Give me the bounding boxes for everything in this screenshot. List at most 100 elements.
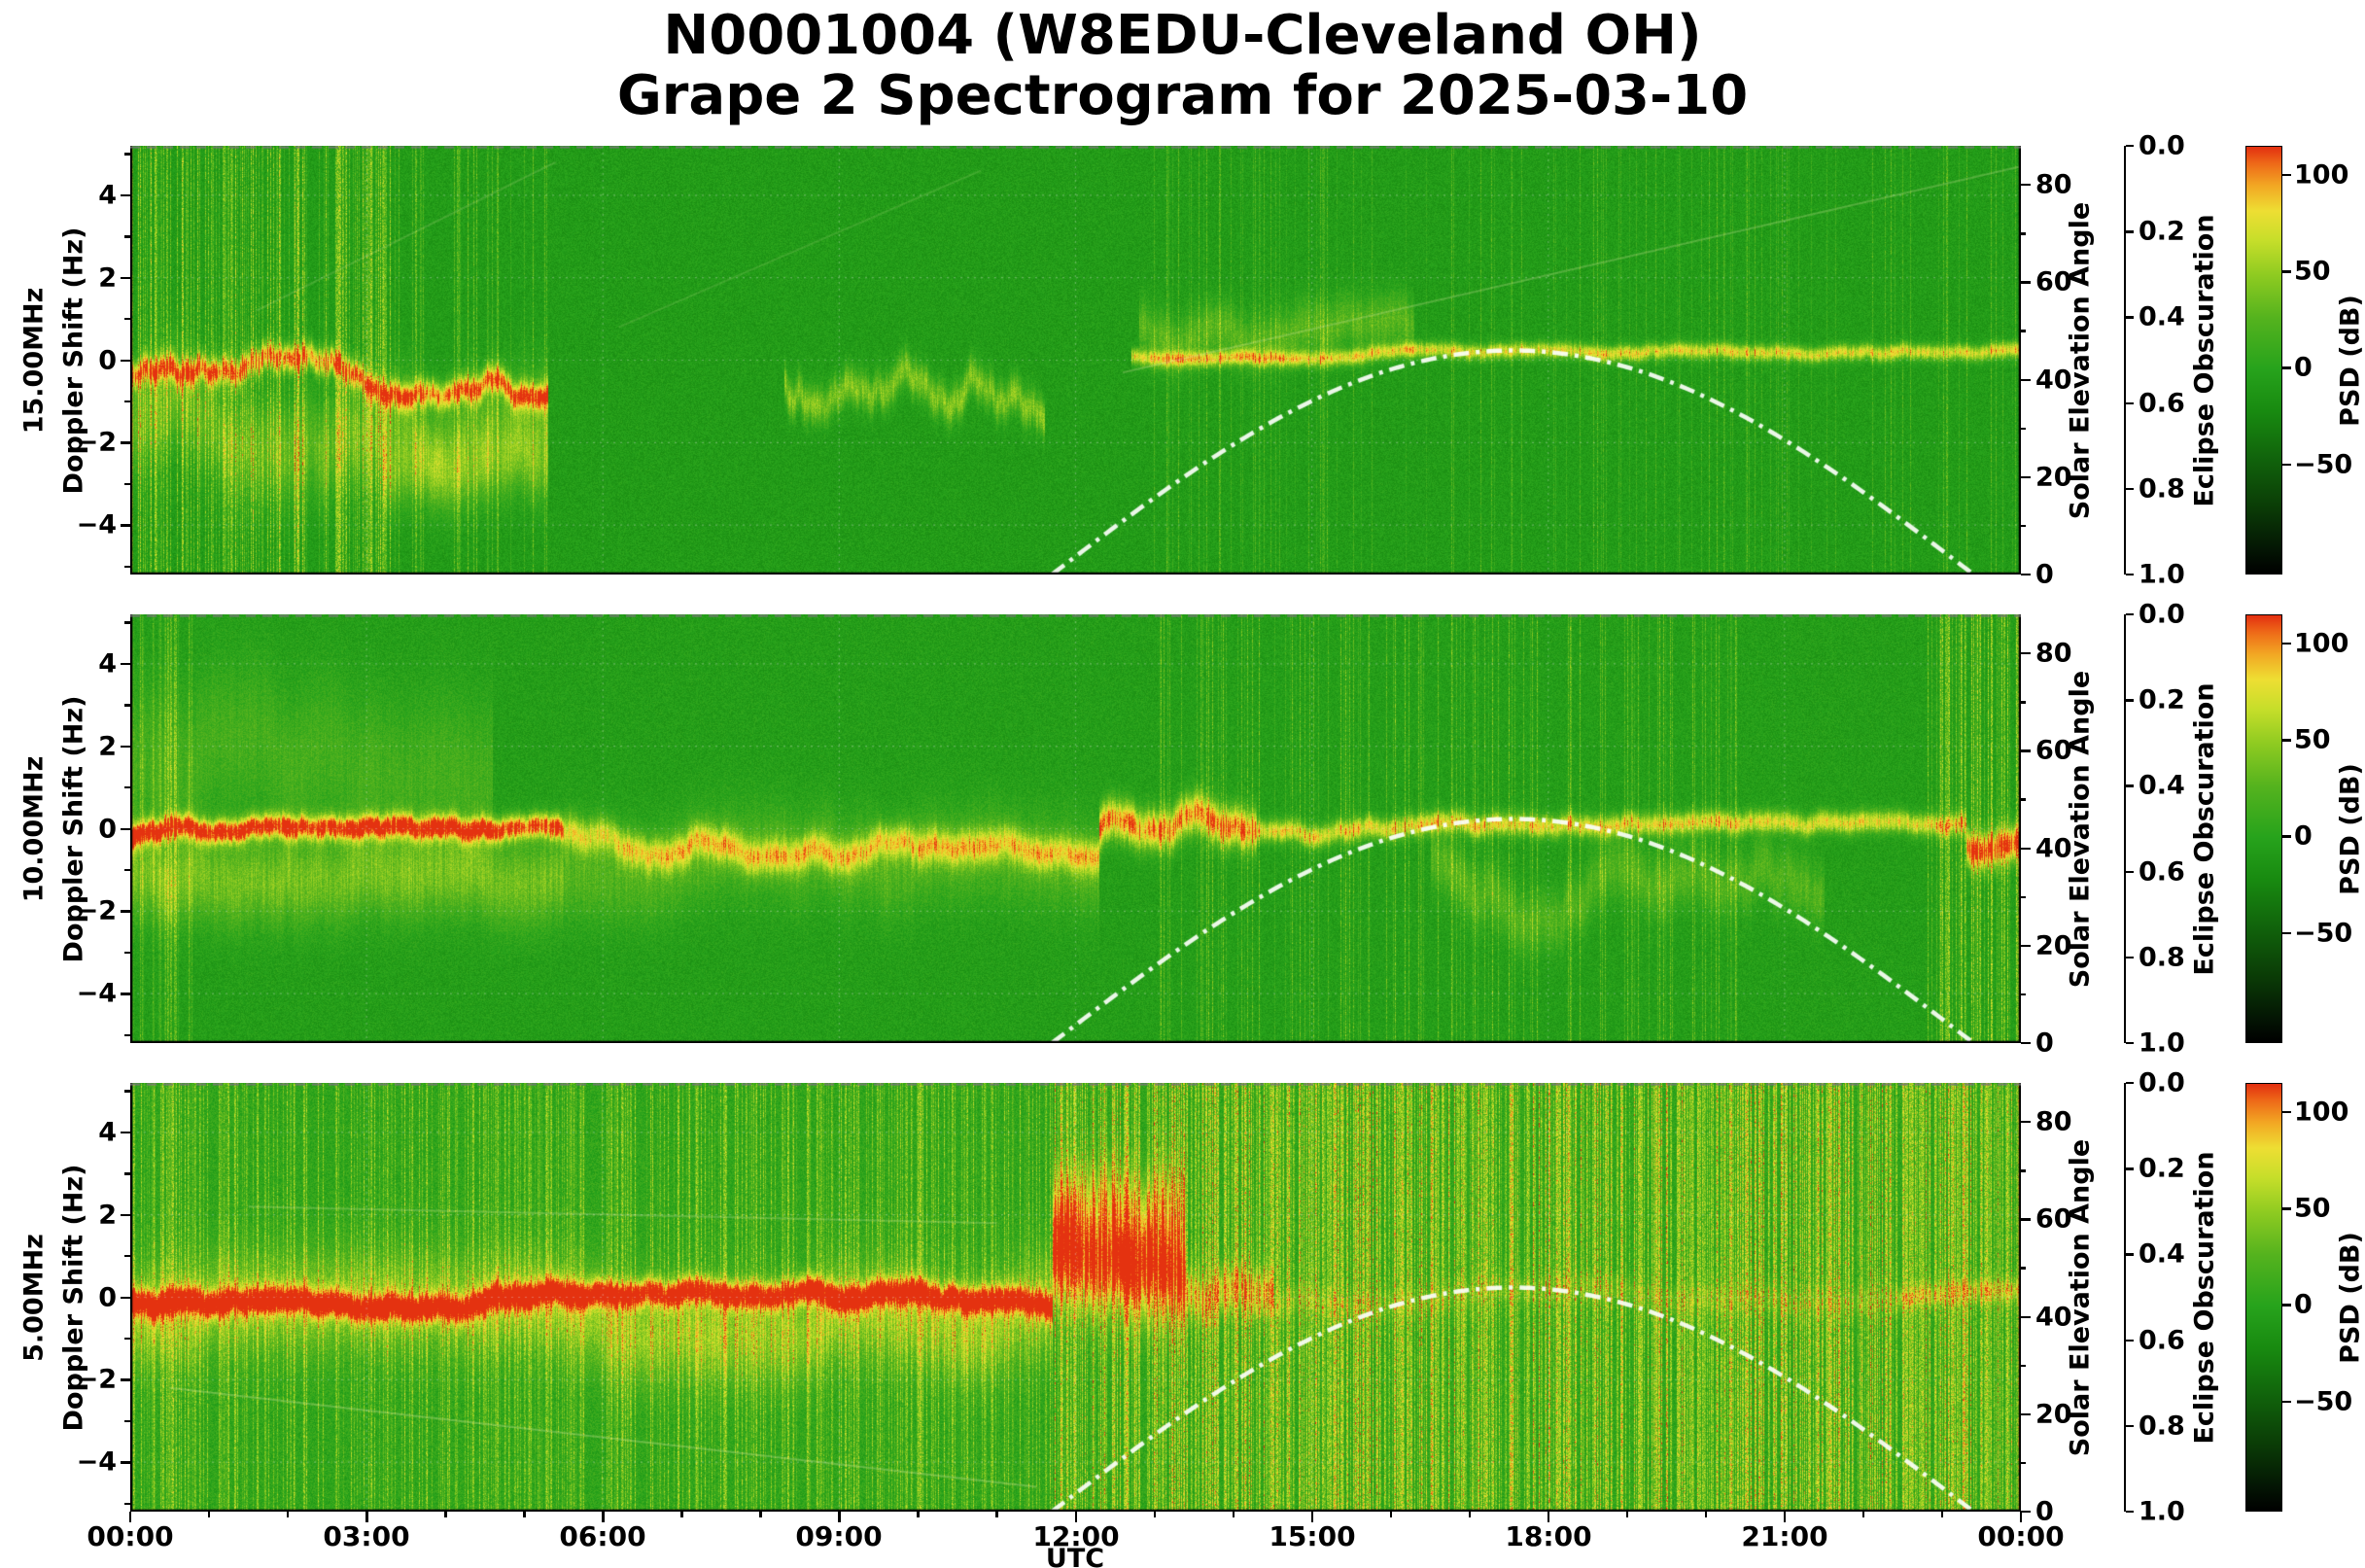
tick-mark [602, 1512, 605, 1522]
tick-mark [124, 786, 130, 789]
doppler-tick-label: −2 [76, 1364, 117, 1395]
tick-mark [129, 1512, 132, 1522]
tick-mark [444, 1512, 447, 1517]
solar-tick-label: 40 [2035, 1302, 2072, 1333]
eclipse-tick-label: 0.2 [2139, 684, 2185, 715]
tick-mark [2126, 487, 2134, 491]
tick-mark [1468, 1512, 1472, 1517]
tick-mark [124, 565, 130, 568]
psd-tick-label: 50 [2294, 724, 2331, 755]
psd-tick-label: 50 [2294, 1193, 2331, 1224]
tick-mark [121, 827, 130, 830]
tick-mark [124, 318, 130, 321]
solar-tick-label: 80 [2035, 638, 2072, 669]
tick-mark [1940, 1512, 1944, 1517]
tick-mark [124, 1255, 130, 1258]
psd-tick-label: 0 [2294, 1289, 2313, 1320]
tick-mark [2126, 1511, 2134, 1514]
eclipse-tick-label: 0.4 [2139, 770, 2185, 801]
tick-mark [1153, 1512, 1156, 1517]
doppler-tick-label: −2 [76, 427, 117, 458]
x-tick-label: 18:00 [1505, 1520, 1592, 1552]
tick-mark [2282, 642, 2291, 645]
tick-mark [2021, 1511, 2031, 1514]
doppler-tick-label: −4 [76, 509, 117, 540]
solar-tick-label: 0 [2035, 559, 2054, 590]
tick-mark [2282, 270, 2291, 273]
eclipse-tick-label: 0.8 [2139, 1411, 2185, 1442]
tick-mark [2126, 1253, 2134, 1256]
tick-mark [2021, 895, 2026, 899]
tick-mark [124, 235, 130, 238]
tick-mark [124, 621, 130, 624]
psd-tick-label: 0 [2294, 352, 2313, 383]
tick-mark [124, 482, 130, 486]
tick-mark [759, 1512, 762, 1517]
tick-mark [2126, 145, 2134, 148]
solar-axis-label: Solar Elevation Angle [2065, 1138, 2096, 1456]
doppler-tick-label: 4 [98, 1117, 117, 1148]
solar-tick-label: 60 [2035, 266, 2072, 297]
tick-mark [2126, 784, 2134, 787]
tick-mark [2021, 1218, 2031, 1221]
eclipse-tick-label: 0.6 [2139, 1325, 2185, 1356]
tick-mark [124, 868, 130, 872]
tick-mark [2020, 1512, 2023, 1522]
eclipse-tick-label: 0.6 [2139, 856, 2185, 888]
tick-mark [2021, 749, 2031, 752]
panel-5mhz: 5.00MHz Doppler Shift (Hz) 4 2 0 −2 −4 8… [0, 1070, 2365, 1525]
tick-mark [208, 1512, 211, 1517]
psd-tick-label: 100 [2294, 628, 2349, 659]
tick-mark [1074, 1512, 1077, 1522]
tick-mark [2021, 701, 2026, 704]
tick-mark [2021, 232, 2026, 235]
tick-mark [124, 704, 130, 707]
psd-axis-label: PSD (dB) [2335, 1231, 2365, 1364]
tick-mark [2021, 1169, 2026, 1172]
tick-mark [124, 1337, 130, 1341]
tick-mark [287, 1512, 290, 1517]
solar-tick-label: 40 [2035, 833, 2072, 864]
doppler-tick-label: 0 [98, 814, 117, 844]
doppler-tick-label: 2 [98, 1200, 117, 1231]
tick-mark [121, 1378, 130, 1381]
tick-mark [2021, 574, 2031, 576]
tick-mark [2021, 1364, 2026, 1368]
tick-mark [121, 441, 130, 444]
tick-mark [1547, 1512, 1550, 1522]
tick-mark [2021, 524, 2026, 528]
tick-mark [2282, 835, 2291, 838]
tick-mark [2021, 1461, 2026, 1465]
tick-mark [2126, 870, 2134, 873]
tick-mark [121, 276, 130, 280]
tick-mark [121, 1296, 130, 1299]
solar-tick-label: 60 [2035, 1203, 2072, 1235]
tick-mark [1310, 1512, 1314, 1522]
tick-mark [124, 951, 130, 955]
tick-mark [124, 1090, 130, 1093]
tick-mark [2126, 1167, 2134, 1170]
eclipse-axis-label: Eclipse Obscuration [2189, 213, 2220, 507]
solar-tick-label: 0 [2035, 1028, 2054, 1059]
x-tick-label: 00:00 [87, 1520, 174, 1552]
tick-mark [124, 1502, 130, 1505]
tick-mark [121, 1461, 130, 1464]
tick-mark [2126, 1082, 2134, 1085]
tick-mark [2021, 1267, 2026, 1270]
tick-mark [2021, 475, 2031, 479]
eclipse-tick-label: 0.2 [2139, 216, 2185, 247]
tick-mark [2021, 652, 2031, 655]
tick-mark [2282, 1207, 2291, 1210]
solar-tick-label: 80 [2035, 169, 2072, 200]
tick-mark [2126, 699, 2134, 702]
eclipse-tick-label: 1.0 [2139, 559, 2185, 590]
tick-mark [2126, 1339, 2134, 1342]
doppler-tick-label: 2 [98, 262, 117, 294]
psd-tick-label: 50 [2294, 256, 2331, 287]
tick-mark [2126, 1424, 2134, 1428]
tick-mark [2021, 427, 2026, 431]
colorbar [2245, 1083, 2282, 1512]
psd-tick-label: 100 [2294, 1097, 2349, 1128]
solar-tick-label: 40 [2035, 365, 2072, 396]
doppler-tick-label: 4 [98, 180, 117, 211]
